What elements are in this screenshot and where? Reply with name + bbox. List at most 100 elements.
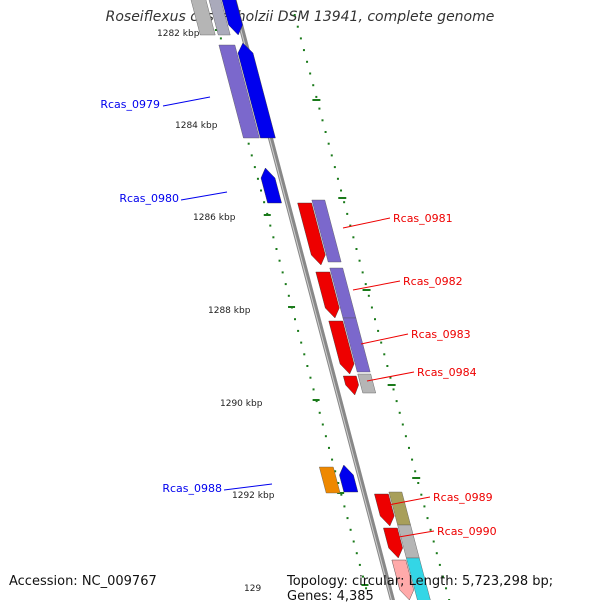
- scale-tick: [411, 458, 414, 461]
- scale-tick: [321, 423, 324, 426]
- scale-label: 1290 kbp: [220, 399, 263, 409]
- scale-tick: [333, 166, 336, 169]
- scale-tick: [352, 236, 355, 239]
- scale-tick: [352, 540, 355, 543]
- scale-tick: [364, 283, 367, 286]
- scale-tick: [349, 528, 352, 531]
- scale-tick: [414, 470, 417, 473]
- gene-label-rcas-0980[interactable]: Rcas_0980: [119, 192, 179, 205]
- scale-tick: [327, 446, 330, 449]
- gene-label-rcas-0990[interactable]: Rcas_0990: [437, 525, 497, 538]
- gene-arrow-rcas-0983: [328, 320, 355, 375]
- scale-tick: [219, 37, 222, 40]
- scale-tick: [312, 84, 315, 87]
- gene-arrow: [391, 559, 414, 600]
- scale-tick: [296, 25, 299, 28]
- scale-tick: [247, 142, 250, 145]
- scale-tick: [355, 248, 358, 250]
- scale-tick: [346, 517, 349, 520]
- scale-tick: [380, 341, 383, 344]
- scale-label: 1286 kbp: [193, 213, 236, 223]
- scale-tick: [420, 493, 423, 496]
- scale-tick: [318, 107, 321, 110]
- scale-tick: [269, 224, 272, 227]
- scale-tick: [386, 365, 389, 367]
- scale-label: 1282 kbp: [157, 29, 200, 39]
- scale-tick: [315, 400, 318, 403]
- gene-labels: Rcas_0979 Rcas_0980 Rcas_0988 Rcas_0981 Rcas…: [100, 96, 497, 540]
- accession-label: Accession: NC_009767: [9, 574, 157, 589]
- scale-tick: [272, 236, 275, 239]
- scale-label: 1292 kbp: [232, 491, 275, 501]
- scale-tick: [349, 224, 352, 227]
- gene-label-rcas-0983[interactable]: Rcas_0983: [411, 328, 471, 341]
- scale-tick: [370, 306, 373, 309]
- scale-tick: [389, 376, 392, 379]
- cog-band-rcas-0979: [218, 44, 260, 139]
- cog-band-rcas-0981: [311, 199, 342, 263]
- gene-label-rcas-0983-leader: [360, 333, 409, 345]
- gene-label-rcas-0989[interactable]: Rcas_0989: [433, 491, 493, 504]
- scale-tick: [367, 294, 370, 297]
- scale-tick: [315, 95, 318, 98]
- scale-tick: [395, 400, 398, 403]
- scale-tick: [340, 493, 343, 496]
- scale-tick: [275, 248, 278, 250]
- gene-label-rcas-0984-leader: [366, 371, 415, 382]
- scale-tick: [321, 119, 324, 122]
- scale-label: 129: [244, 584, 261, 594]
- scale-tick: [309, 72, 312, 75]
- scale-tick: [253, 166, 256, 169]
- gene-arrow-rcas-0990: [383, 527, 403, 559]
- gene-arrow-rcas-0982: [315, 271, 340, 319]
- scale-tick: [263, 201, 266, 204]
- scale-tick: [281, 271, 284, 274]
- scale-tick: [383, 353, 386, 356]
- cog-band-rcas-0984: [357, 373, 377, 394]
- scale-tick: [312, 388, 315, 391]
- scale-tick: [361, 271, 364, 274]
- scale-tick: [407, 446, 410, 449]
- scale-tick: [250, 154, 253, 157]
- gene-arrow-rcas-0981: [297, 202, 326, 266]
- scale-tick: [330, 154, 333, 157]
- scale-tick: [361, 575, 364, 578]
- scale-tick: [297, 329, 300, 332]
- scale-tick: [426, 517, 429, 520]
- scale-tick: [331, 458, 334, 461]
- scale-tick: [306, 60, 309, 63]
- gene-label-rcas-0990-leader: [386, 530, 435, 540]
- gene-label-rcas-0981[interactable]: Rcas_0981: [393, 212, 453, 225]
- gene-label-rcas-0988[interactable]: Rcas_0988: [162, 482, 222, 495]
- scale-tick: [318, 411, 321, 414]
- scale-tick: [324, 131, 327, 133]
- gene-label-rcas-0982[interactable]: Rcas_0982: [403, 275, 463, 288]
- scale-tick: [435, 552, 438, 555]
- gene-label-rcas-0982-leader: [352, 280, 401, 291]
- gene-arrow-rcas-0988: [339, 464, 359, 493]
- gene-arrow-rcas-0980: [260, 167, 282, 204]
- gene-label-rcas-0989-leader: [382, 496, 431, 507]
- scale-tick: [294, 318, 297, 321]
- scale-label: 1284 kbp: [175, 121, 218, 131]
- cog-band: [406, 557, 431, 600]
- scale-tick: [398, 411, 401, 414]
- gene-label-rcas-0979[interactable]: Rcas_0979: [100, 98, 160, 111]
- gene-arrow-rcas-0979: [237, 42, 276, 139]
- scale-tick: [392, 388, 395, 391]
- scale-tick: [423, 505, 426, 508]
- scale-tick: [438, 563, 441, 566]
- scale-tick: [293, 14, 296, 16]
- scale-tick: [346, 212, 349, 215]
- scale-tick: [306, 365, 309, 367]
- scale-labels: 1282 kbp 1284 kbp 1286 kbp 1288 kbp 1290 kbp…: [157, 29, 275, 594]
- scale-tick: [343, 505, 346, 508]
- scale-tick: [365, 587, 368, 590]
- gene-label-rcas-0980-leader: [180, 191, 228, 201]
- scale-tick: [377, 329, 380, 332]
- scale-tick: [300, 341, 303, 344]
- gene-label-rcas-0984[interactable]: Rcas_0984: [417, 366, 477, 379]
- scale-tick: [358, 259, 361, 262]
- cog-band: [190, 0, 216, 36]
